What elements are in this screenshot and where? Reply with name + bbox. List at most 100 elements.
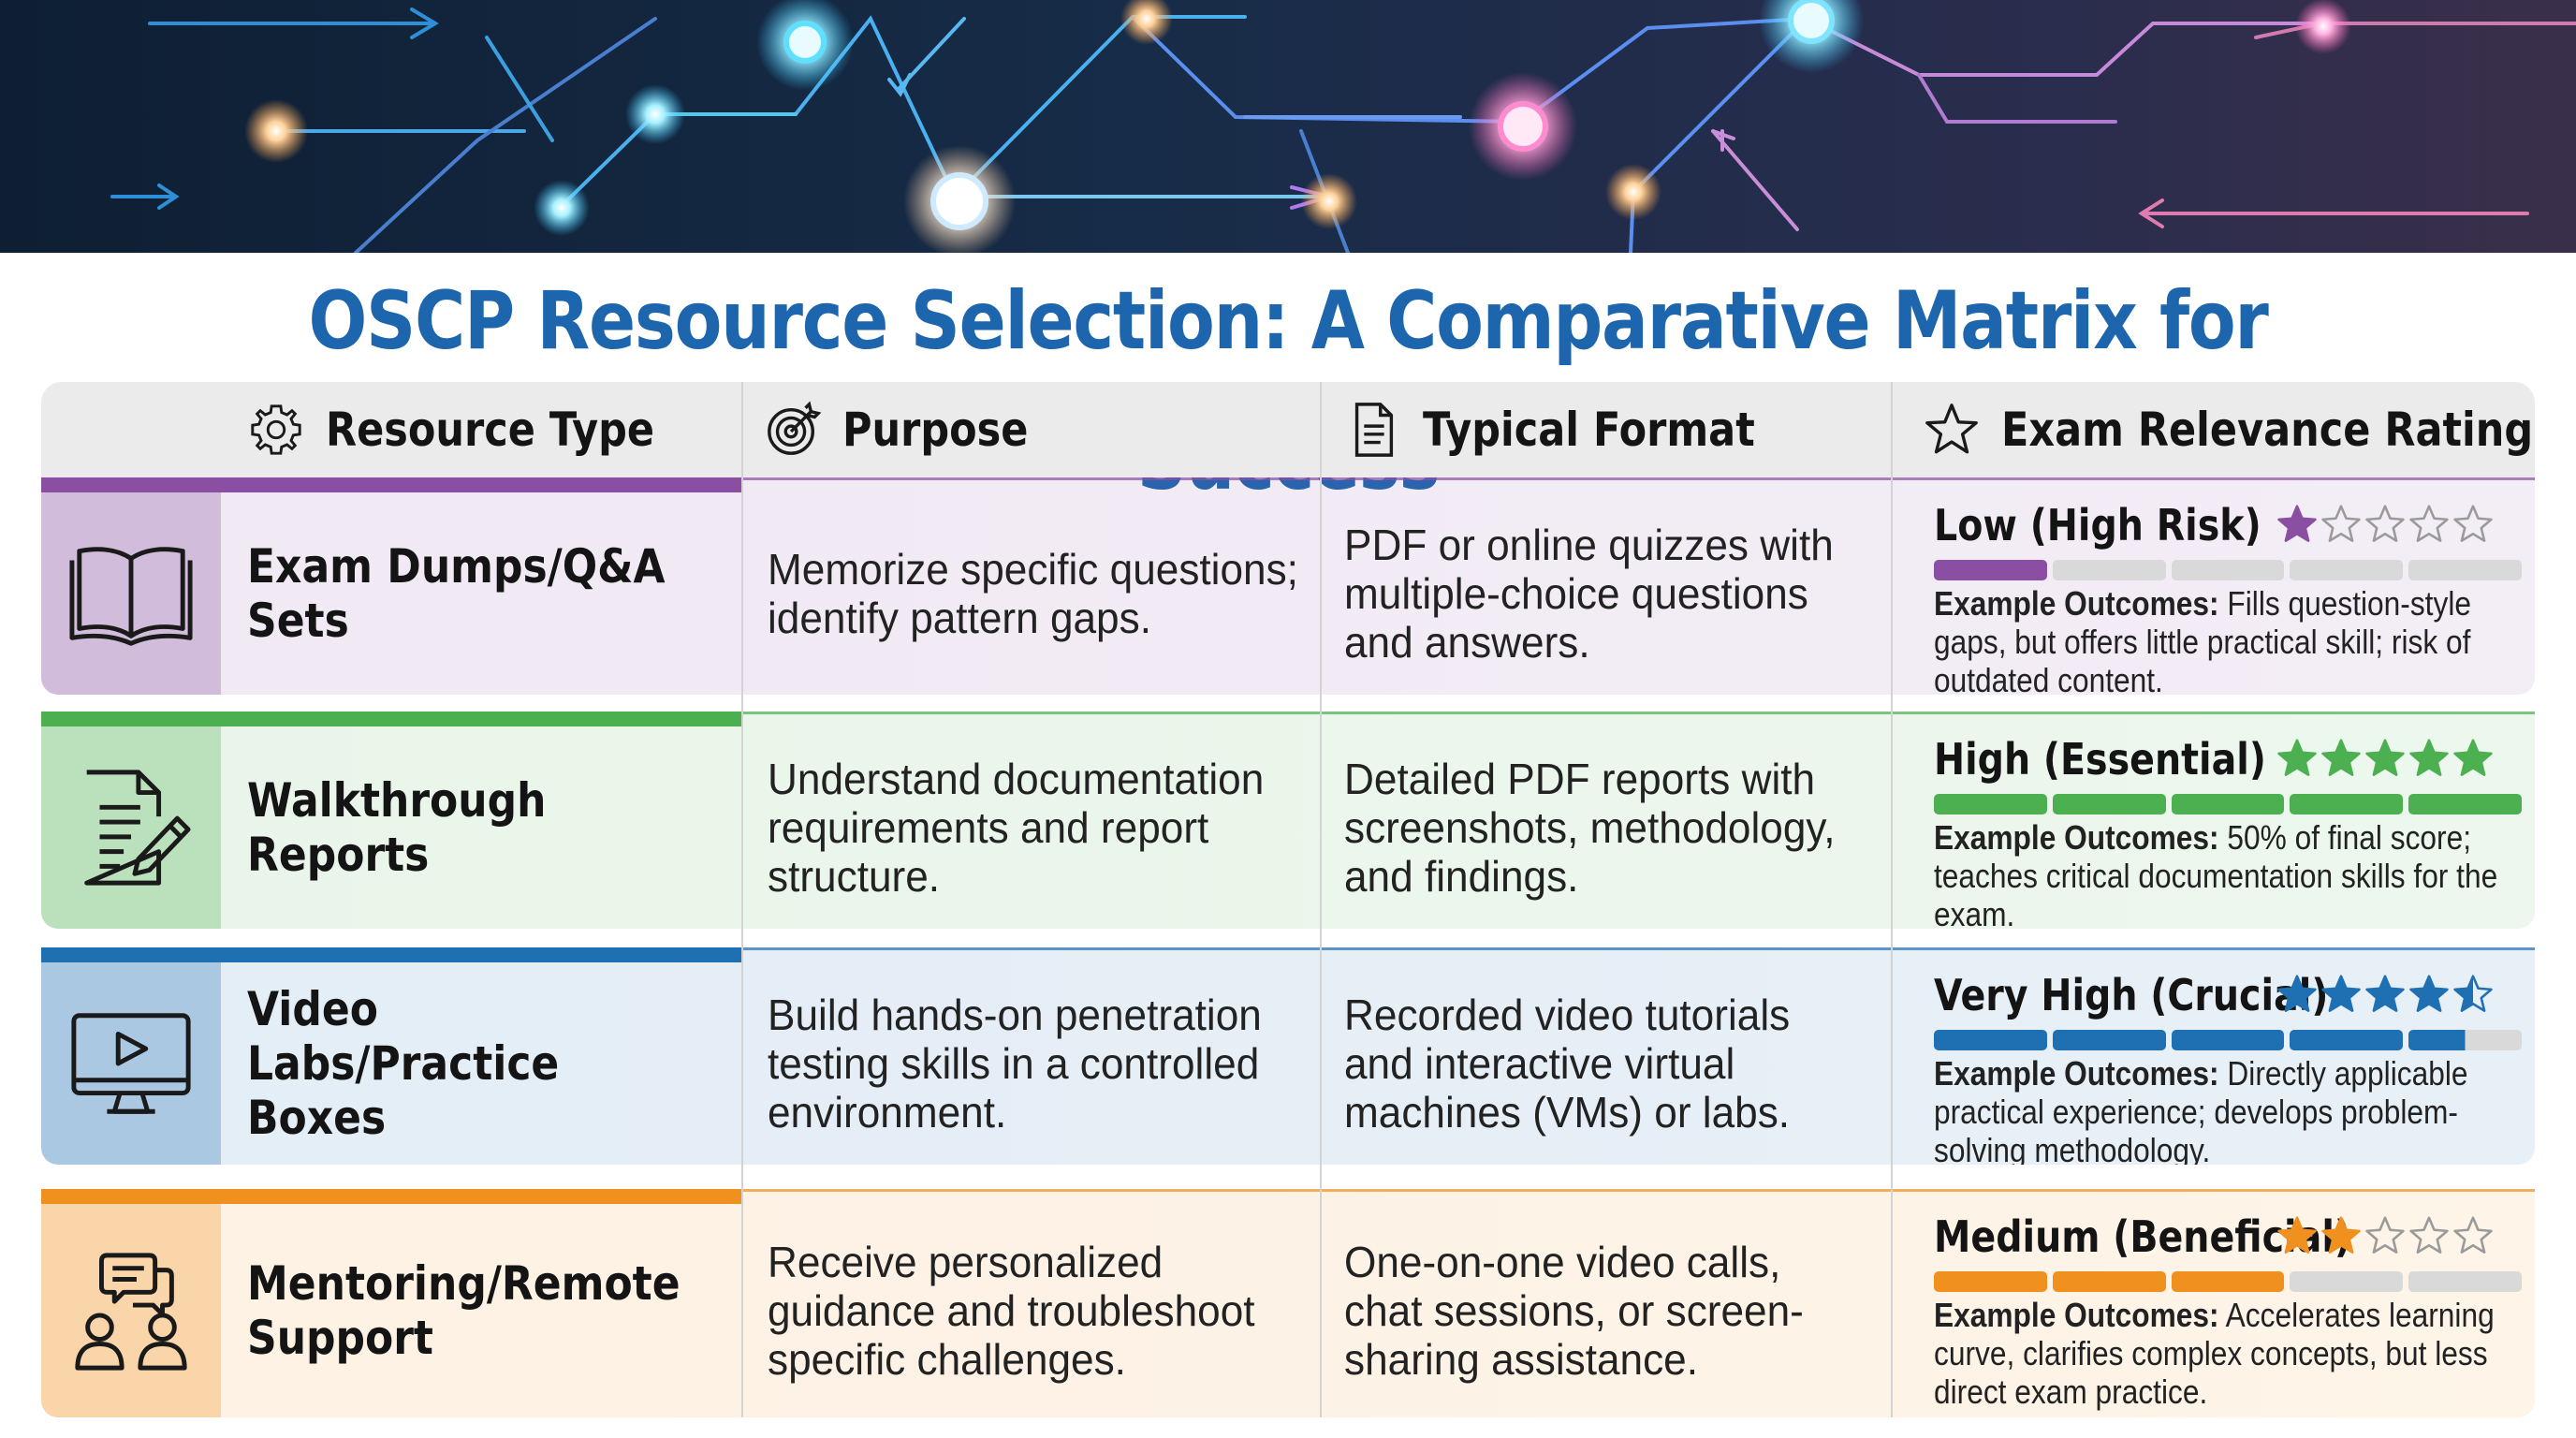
column-divider: [1891, 382, 1893, 1417]
star-outline-icon: [1925, 404, 1978, 454]
star-filled-icon: [2277, 975, 2317, 1012]
page-title: OSCP Resource Selection: A Comparative M…: [308, 274, 2268, 508]
star-filled-icon: [2321, 975, 2361, 1012]
column-header-typical-format: Typical Format: [1344, 382, 1809, 477]
network-banner-image: [0, 0, 2576, 253]
format-text: Recorded video tutorials and interactive…: [1344, 990, 1791, 1137]
example-outcomes: Example Outcomes: Fills question-style g…: [1934, 584, 2510, 695]
outcome-label: Example Outcomes:: [1934, 584, 2219, 623]
resource-type-label: Mentoring/Remote Support: [247, 1256, 681, 1365]
people-chat-icon: [75, 1253, 187, 1371]
relevance-bar: [1934, 794, 2522, 814]
purpose-text: Memorize specific questions; identify pa…: [768, 545, 1298, 642]
table-row-walkthrough-reports: Walkthrough Reports Understand documenta…: [41, 712, 2535, 929]
example-outcomes: Example Outcomes: Accelerates learning c…: [1934, 1296, 2510, 1411]
star-filled-icon: [2365, 739, 2405, 776]
star-rating: [2276, 738, 2494, 779]
comparison-matrix: Resource Type Purpose Typical Format Exa…: [41, 382, 2535, 1417]
column-header-resource-type: Resource Type: [247, 382, 708, 477]
column-divider: [741, 382, 743, 1417]
example-outcomes: Example Outcomes: 50% of final score; te…: [1934, 818, 2510, 929]
star-filled-icon: [2453, 739, 2493, 776]
rating-label: Very High (Crucial): [1934, 970, 2329, 1020]
star-filled-icon: [2277, 739, 2317, 776]
star-rating: [2276, 974, 2494, 1015]
bar-segment: [2290, 1030, 2404, 1050]
star-rating: [2276, 504, 2494, 545]
relevance-bar: [1934, 560, 2522, 580]
star-filled-icon: [2321, 1216, 2361, 1254]
bar-segment: [2408, 1271, 2522, 1292]
purpose-text: Understand documentation requirements an…: [768, 755, 1265, 901]
star-rating: [2276, 1215, 2494, 1256]
bar-segment: [2290, 560, 2404, 580]
bar-segment: [2290, 1271, 2404, 1292]
outcome-label: Example Outcomes:: [1934, 818, 2219, 857]
outcome-label: Example Outcomes:: [1934, 1054, 2219, 1093]
format-text: Detailed PDF reports with screenshots, m…: [1344, 755, 1836, 901]
matrix-header: Resource Type Purpose Typical Format Exa…: [41, 382, 2535, 477]
bar-segment: [2171, 560, 2285, 580]
star-empty-icon: [2365, 1216, 2405, 1254]
resource-type-label: Walkthrough Reports: [247, 773, 547, 882]
star-filled-icon: [2409, 739, 2449, 776]
column-header-label: Purpose: [842, 403, 1029, 457]
bar-segment: [2052, 1030, 2166, 1050]
bar-segment: [2171, 794, 2285, 814]
star-filled-icon: [2277, 505, 2317, 542]
bar-segment: [1934, 794, 2047, 814]
bar-segment: [1934, 1271, 2047, 1292]
table-row-mentoring: Mentoring/Remote Support Receive persona…: [41, 1189, 2535, 1417]
bar-segment: [2408, 560, 2522, 580]
column-header-purpose: Purpose: [764, 382, 1059, 477]
star-filled-icon: [2365, 975, 2405, 1012]
table-row-exam-dumps: Exam Dumps/Q&A Sets Memorize specific qu…: [41, 477, 2535, 695]
bar-segment: [1934, 1030, 2047, 1050]
purpose-text: Build hands-on penetration testing skill…: [768, 990, 1262, 1137]
star-empty-icon: [2409, 1216, 2449, 1254]
format-text: One-on-one video calls, chat sessions, o…: [1344, 1238, 1804, 1384]
icon-cell: [41, 1204, 221, 1417]
column-header-label: Resource Type: [326, 403, 655, 457]
rating-label: Medium (Beneficial): [1934, 1211, 2351, 1262]
resource-type-label: Exam Dumps/Q&A Sets: [247, 539, 666, 648]
outcome-text: Accelerates learning curve, clarifies co…: [1934, 1296, 2495, 1411]
bar-segment: [2408, 794, 2522, 814]
column-divider: [1320, 382, 1322, 1417]
monitor-play-icon: [71, 1013, 191, 1114]
format-text: PDF or online quizzes with multiple-choi…: [1344, 521, 1834, 667]
bar-segment: [2171, 1030, 2285, 1050]
icon-cell: [41, 962, 221, 1165]
relevance-rating: Medium (Beneficial) Example Outcomes: Ac…: [1923, 1204, 2522, 1417]
bar-segment: [2052, 560, 2166, 580]
target-icon: [768, 401, 822, 455]
example-outcomes: Example Outcomes: Directly applicable pr…: [1934, 1054, 2510, 1165]
rating-label: Low (High Risk): [1934, 500, 2261, 550]
bar-segment: [2290, 794, 2404, 814]
star-half-icon: [2453, 975, 2493, 1012]
star-empty-icon: [2453, 1216, 2493, 1254]
outcome-text: 50% of final score; teaches critical doc…: [1934, 818, 2498, 929]
table-row-video-labs: Video Labs/Practice Boxes Build hands-on…: [41, 947, 2535, 1165]
rating-label: High (Essential): [1934, 734, 2266, 785]
column-header-exam-relevance: Exam Relevance Rating: [1923, 382, 2576, 477]
bar-segment: [2052, 1271, 2166, 1292]
relevance-bar: [1934, 1030, 2522, 1050]
bar-segment: [2052, 794, 2166, 814]
relevance-rating: Very High (Crucial) Example Outcomes: Di…: [1923, 962, 2522, 1165]
outcome-label: Example Outcomes:: [1934, 1296, 2219, 1334]
star-filled-icon: [2409, 975, 2449, 1012]
report-pencil-icon: [84, 770, 191, 886]
relevance-bar: [1934, 1271, 2522, 1292]
column-header-label: Typical Format: [1423, 403, 1755, 457]
outcome-text: Fills question-style gaps, but offers li…: [1934, 584, 2471, 695]
icon-cell: [41, 492, 221, 695]
column-header-label: Exam Relevance Rating: [2001, 403, 2534, 457]
icon-cell: [41, 726, 221, 929]
bar-segment: [2408, 1030, 2522, 1050]
star-empty-icon: [2365, 505, 2405, 542]
bar-segment: [1934, 560, 2047, 580]
star-empty-icon: [2321, 505, 2361, 542]
relevance-rating: High (Essential) Example Outcomes: 50% o…: [1923, 726, 2522, 929]
resource-type-label: Video Labs/Practice Boxes: [247, 982, 560, 1145]
